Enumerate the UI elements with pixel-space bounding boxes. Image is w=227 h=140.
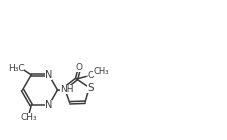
Text: CH₃: CH₃ xyxy=(21,113,37,122)
Text: H₃C: H₃C xyxy=(8,64,24,73)
Text: N: N xyxy=(45,100,52,110)
Text: O: O xyxy=(88,71,95,80)
Text: S: S xyxy=(87,83,94,93)
Text: O: O xyxy=(75,63,82,72)
Text: CH₃: CH₃ xyxy=(93,67,109,76)
Text: NH: NH xyxy=(60,85,74,94)
Text: N: N xyxy=(45,70,52,80)
